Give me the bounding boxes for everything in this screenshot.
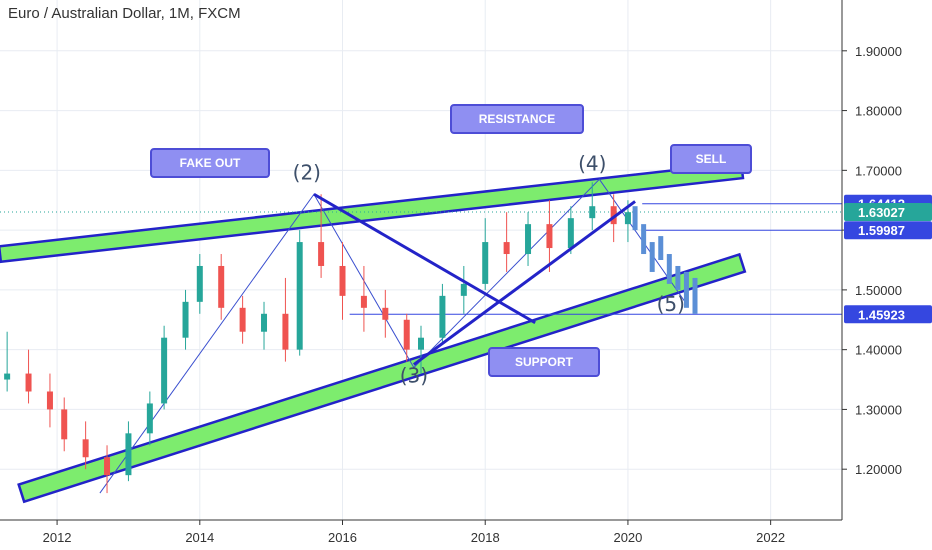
candle-body-24 [482,242,489,284]
candle-body-27 [546,224,553,249]
callout-resistance: RESISTANCE [450,104,584,134]
callout-support: SUPPORT [488,347,600,377]
candle-body-19 [382,307,389,320]
y-tick-label-4: 1.50000 [855,283,902,298]
candle-body-2 [46,391,53,410]
forecast-bar-0 [632,206,638,231]
candle-body-11 [218,265,225,308]
y-axis-area [842,0,932,550]
y-tick-label-0: 1.90000 [855,44,902,59]
price-label-bg-2 [844,221,932,240]
wave-label-4: (5) [657,292,685,316]
candle-body-31 [624,212,631,225]
candle-body-0 [4,373,11,380]
candle-body-4 [82,439,89,458]
callout-sell: SELL [670,144,752,174]
candle-body-26 [525,224,532,255]
candle-body-14 [282,313,289,350]
x-tick-label-3: 2018 [471,530,500,545]
candle-body-6 [125,433,132,476]
candle-body-12 [239,307,246,332]
x-tick-label-4: 2020 [613,530,642,545]
price-label-1: 1.63027 [858,205,905,220]
candle-body-3 [61,409,68,440]
x-tick-label-5: 2022 [756,530,785,545]
candle-body-1 [25,373,32,392]
y-tick-label-5: 1.40000 [855,343,902,358]
y-tick-label-1: 1.80000 [855,104,902,119]
forecast-bar-3 [658,236,664,260]
price-label-2: 1.59987 [858,223,905,238]
candle-body-8 [161,337,168,404]
candle-body-15 [296,242,303,350]
candle-body-21 [418,337,424,350]
y-tick-label-6: 1.30000 [855,402,902,417]
forecast-bar-4 [666,254,672,284]
wave-label-1: (2) [293,160,321,184]
channel-resistance [0,161,745,264]
price-label-3: 1.45923 [858,307,905,322]
callout-fake-out: FAKE OUT [150,148,270,178]
y-tick-label-7: 1.20000 [855,462,902,477]
candle-body-17 [339,265,346,296]
forecast-bar-6 [683,271,689,308]
trend-line-1 [412,200,636,366]
candle-body-29 [589,206,596,219]
forecast-bar-7 [692,277,698,314]
candle-body-13 [261,313,268,332]
forecast-bar-5 [675,265,681,290]
candle-body-22 [439,295,446,338]
candle-body-20 [403,319,410,350]
wave-label-2: (3) [400,364,428,388]
candle-body-10 [196,265,203,302]
candle-body-28 [567,218,574,249]
x-tick-label-0: 2012 [43,530,72,545]
candle-body-23 [460,283,467,296]
x-tick-label-1: 2014 [185,530,214,545]
forecast-bar-2 [649,242,655,272]
candle-body-18 [360,295,367,308]
candle-body-30 [610,206,617,225]
x-axis-area [0,520,932,550]
price-label-bg-1 [844,203,932,222]
x-tick-label-2: 2016 [328,530,357,545]
y-tick-label-2: 1.70000 [855,163,902,178]
candle-body-5 [104,457,111,476]
wave-label-3: (4) [578,151,606,175]
price-label-bg-3 [844,305,932,324]
candle-body-25 [503,242,510,255]
candle-body-9 [182,301,189,338]
candle-body-16 [318,242,325,266]
candle-body-7 [146,403,153,434]
forecast-bar-1 [641,224,647,255]
chart-title: Euro / Australian Dollar, 1M, FXCM [8,5,241,22]
